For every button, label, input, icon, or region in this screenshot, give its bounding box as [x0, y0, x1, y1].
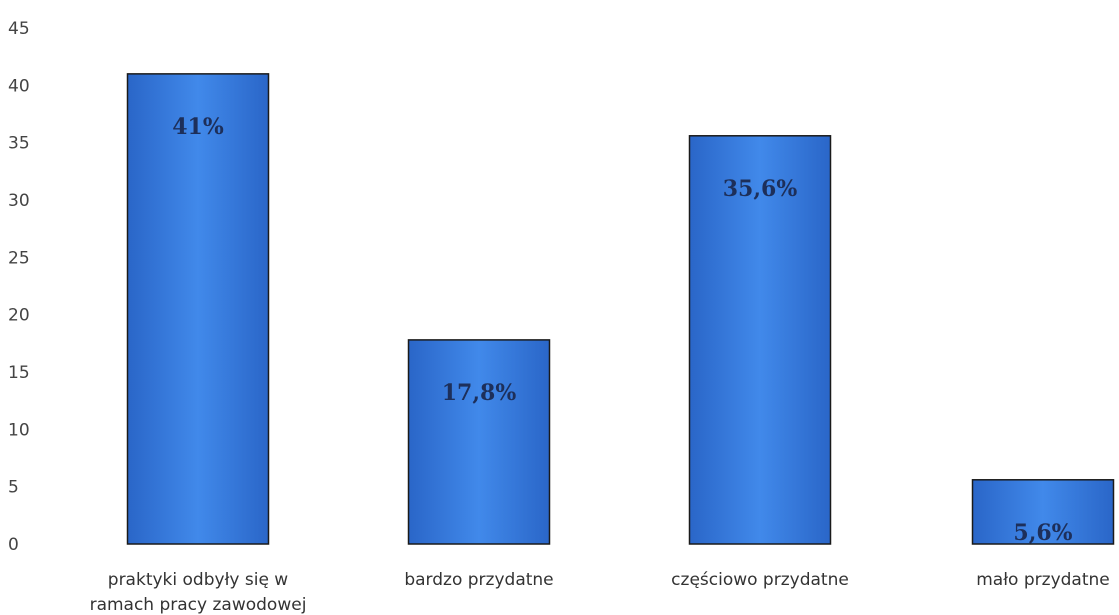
- y-tick-label: 25: [8, 248, 30, 268]
- x-tick-label: praktyki odbyły się w: [108, 570, 289, 590]
- data-label: 41%: [172, 114, 224, 140]
- value-labels: 41% 17,8% 35,6% 5,6%: [172, 114, 1072, 546]
- y-tick-label: 10: [8, 420, 30, 440]
- x-tick-label: częściowo przydatne: [671, 570, 849, 590]
- y-tick-label: 5: [8, 478, 19, 498]
- x-tick-label: bardzo przydatne: [404, 570, 553, 590]
- x-tick-label: ramach pracy zawodowej: [90, 595, 307, 615]
- y-tick-label: 40: [8, 76, 30, 96]
- y-axis: 0 5 10 15 20 25 30 35 40 45: [8, 19, 30, 555]
- bar: [971, 479, 1115, 545]
- x-tick-label: mało przydatne: [976, 570, 1110, 590]
- bar: [688, 135, 832, 545]
- bar: [407, 339, 551, 545]
- data-label: 17,8%: [442, 380, 517, 406]
- y-tick-label: 15: [8, 363, 30, 383]
- bars: [126, 73, 1115, 545]
- data-label: 5,6%: [1013, 520, 1072, 546]
- y-tick-label: 35: [8, 134, 30, 154]
- y-tick-label: 20: [8, 306, 30, 326]
- x-axis: praktyki odbyły się w ramach pracy zawodo…: [90, 570, 1110, 615]
- y-tick-label: 45: [8, 19, 30, 39]
- bar: [126, 73, 270, 545]
- y-tick-label: 30: [8, 191, 30, 211]
- y-tick-label: 0: [8, 535, 19, 555]
- data-label: 35,6%: [723, 176, 798, 202]
